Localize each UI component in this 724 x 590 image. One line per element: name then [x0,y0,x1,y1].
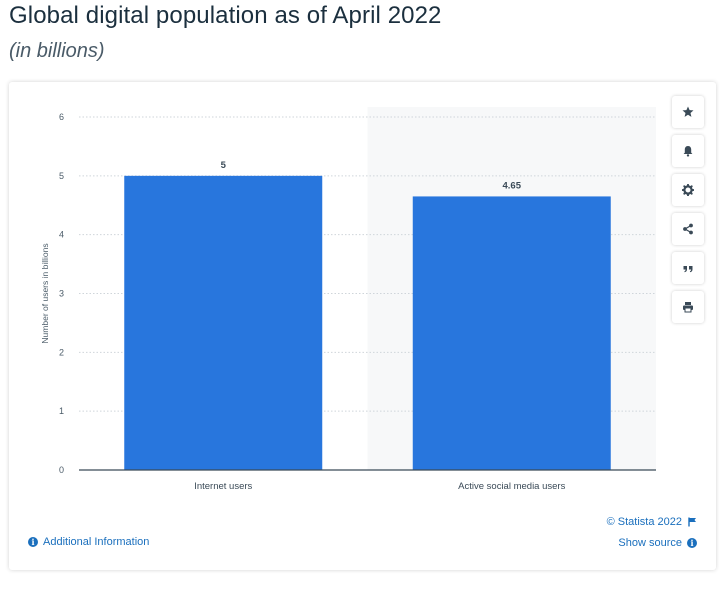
x-tick-label: Internet users [194,481,252,492]
printer-icon [683,302,693,313]
additional-info-label: Additional Information [43,536,150,548]
y-tick-label: 4 [59,230,64,240]
bar [124,175,323,470]
bar-chart: 0 1 2 3 4 5 6 5 Internet users 4.65 Active social … [40,107,656,492]
y-tick-label: 0 [59,465,64,475]
notification-button[interactable] [672,135,704,167]
page-subtitle: (in billions) [9,40,105,62]
show-source-link[interactable]: Show source i [618,537,697,549]
share-button[interactable] [672,213,704,245]
x-tick-label: Active social media users [458,481,565,492]
y-tick-label: 1 [59,406,64,416]
star-icon [682,106,694,117]
gear-icon [682,184,694,196]
show-source-label: Show source [618,537,682,549]
settings-button[interactable] [672,174,704,206]
cite-button[interactable] [672,252,704,284]
chart-panel: 0 1 2 3 4 5 6 5 Internet users 4.65 Active social … [9,82,716,570]
y-tick-label: 2 [59,347,64,357]
quote-icon [683,266,693,273]
copyright-text: © Statista 2022 [606,516,682,528]
info-icon: i [687,538,697,548]
page-title: Global digital population as of April 20… [9,2,442,29]
info-icon: i [28,537,38,547]
copyright-notice: © Statista 2022 [607,516,697,528]
y-tick-label: 3 [59,289,64,299]
bar [412,196,611,471]
y-axis-title: Number of users in billions [40,243,50,343]
chart-toolbar [672,96,704,330]
favorite-button[interactable] [672,96,704,128]
data-label: 4.65 [503,180,522,191]
y-tick-label: 6 [59,112,64,122]
flag-icon[interactable] [688,517,697,527]
additional-info-link[interactable]: i Additional Information [28,536,149,548]
print-button[interactable] [672,291,704,323]
bell-icon [683,146,693,157]
data-label: 5 [221,160,227,171]
share-icon [683,223,693,235]
y-tick-label: 5 [59,171,64,181]
